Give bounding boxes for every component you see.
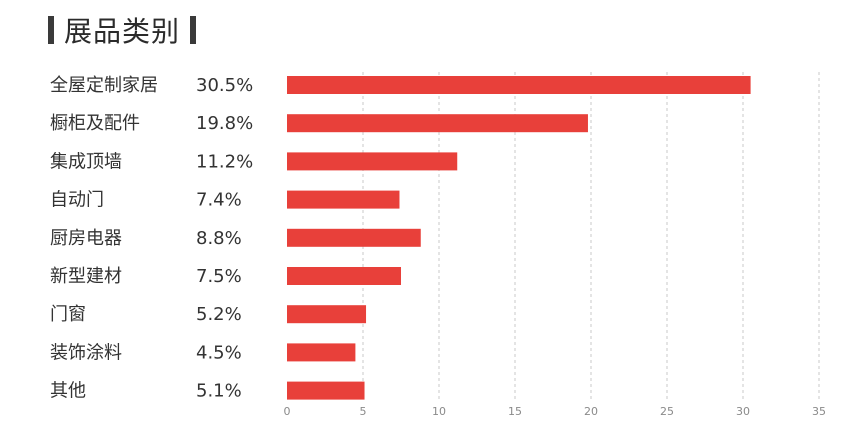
bar — [287, 76, 751, 94]
value-label: 19.8% — [196, 113, 253, 134]
value-label: 7.4% — [196, 190, 242, 211]
bar — [287, 114, 588, 133]
value-label: 8.8% — [196, 228, 242, 249]
value-label: 5.1% — [196, 381, 242, 402]
value-label: 30.5% — [196, 75, 253, 96]
value-label: 11.2% — [196, 151, 253, 172]
chart-title: 展品类别 — [64, 15, 181, 48]
category-label: 厨房电器 — [50, 228, 122, 249]
category-label: 橱柜及配件 — [50, 113, 140, 134]
bar — [287, 305, 367, 324]
bar — [287, 267, 401, 285]
value-label: 4.5% — [196, 342, 242, 363]
bar — [287, 343, 356, 362]
x-tick-label: 20 — [584, 405, 598, 418]
category-label: 自动门 — [50, 190, 104, 211]
value-label: 7.5% — [196, 266, 242, 287]
bar — [287, 228, 421, 247]
title-block: 展品类别 — [48, 10, 197, 50]
x-tick-label: 15 — [508, 405, 522, 418]
x-tick-label: 25 — [660, 405, 674, 418]
category-label: 装饰涂料 — [50, 342, 122, 363]
x-tick-label: 35 — [812, 405, 826, 418]
title-right-bar — [190, 16, 197, 44]
category-label: 新型建材 — [50, 266, 122, 287]
title-left-bar — [48, 16, 54, 44]
bar — [287, 381, 365, 400]
x-tick-label: 0 — [284, 405, 291, 418]
category-label: 其他 — [50, 381, 86, 402]
x-tick-label: 30 — [736, 405, 750, 418]
bar — [287, 190, 400, 209]
x-tick-label: 10 — [432, 405, 446, 418]
category-label: 集成顶墙 — [50, 151, 122, 172]
x-tick-label: 5 — [360, 405, 367, 418]
category-label: 全屋定制家居 — [50, 75, 158, 96]
category-label: 门窗 — [50, 304, 86, 325]
bar — [287, 152, 458, 171]
value-label: 5.2% — [196, 304, 242, 325]
